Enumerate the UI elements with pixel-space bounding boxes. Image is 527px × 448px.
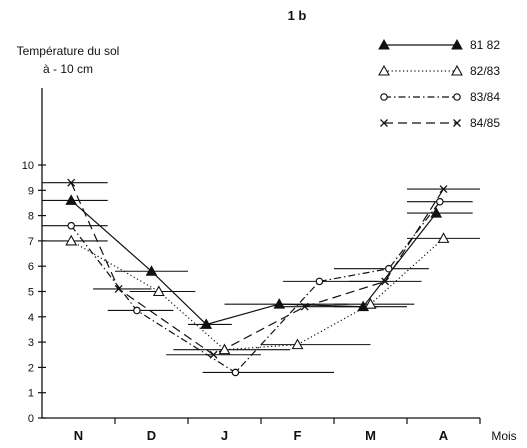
data-point-open-circle [315, 277, 324, 286]
legend-item: 83/84 [380, 90, 500, 104]
y-tick-label: 2 [28, 362, 34, 374]
y-axis-label-line-1: Température du sol [17, 44, 120, 58]
data-point-filled-triangle [430, 207, 443, 218]
series-markers [65, 178, 450, 377]
data-point-cross [453, 119, 461, 127]
data-point-cross [380, 119, 388, 127]
y-tick-label: 8 [28, 211, 34, 223]
data-point-cross [439, 185, 448, 193]
x-tick-label: N [74, 428, 83, 443]
y-tick-label: 9 [28, 185, 34, 197]
legend-label: 83/84 [470, 90, 500, 104]
data-point-open-triangle [218, 343, 231, 355]
y-tick-label: 0 [28, 413, 34, 425]
data-point-open-triangle [152, 285, 165, 297]
legend-item: 84/85 [380, 116, 500, 130]
data-point-cross-stroke [67, 178, 76, 187]
legend-label: 84/85 [470, 116, 500, 130]
data-point-filled-triangle [378, 38, 390, 50]
x-tick-label: M [365, 428, 376, 443]
y-tick-label: 4 [28, 312, 34, 324]
data-point-cross-stroke [381, 277, 390, 286]
legend-label: 82/83 [470, 64, 500, 78]
y-tick-label: 10 [22, 160, 34, 172]
data-point-open-circle [384, 264, 393, 273]
series-line [70, 182, 445, 356]
y-axis-label-line-2: à - 10 cm [43, 62, 93, 76]
x-tick-label: J [221, 428, 228, 443]
data-point-open-triangle [378, 64, 390, 76]
legend-item: 82/83 [378, 64, 500, 78]
data-point-cross-stroke [114, 285, 123, 293]
data-point-open-triangle [451, 64, 463, 76]
x-tick-label: F [294, 428, 302, 443]
data-point-open-triangle [364, 298, 377, 309]
data-point-cross-stroke [453, 119, 461, 127]
data-point-cross [300, 302, 309, 311]
data-point-open-circle [231, 368, 240, 377]
chart-title: 1 b [288, 8, 307, 23]
y-tick-label: 6 [28, 261, 34, 273]
data-point-filled-triangle [273, 298, 286, 309]
y-tick-label: 5 [28, 287, 34, 299]
data-point-cross-stroke [439, 185, 448, 193]
data-point-filled-triangle [200, 318, 213, 329]
data-point-filled-triangle [145, 265, 158, 276]
data-point-cross [114, 285, 123, 293]
x-tick-label: D [147, 428, 156, 443]
data-point-open-circle [453, 93, 461, 101]
legend: 81 82 82/83 83/84 84/85 [378, 38, 500, 130]
data-point-cross [381, 277, 390, 286]
legend-item: 81 82 [378, 38, 500, 52]
data-point-open-circle [436, 197, 444, 206]
data-point-filled-triangle [451, 38, 463, 50]
y-tick-label: 1 [28, 388, 34, 400]
data-point-open-triangle [437, 232, 450, 243]
y-tick-label: 3 [28, 337, 34, 349]
data-point-cross [209, 350, 218, 359]
x-axis-label: Mois [491, 429, 516, 443]
legend-label: 81 82 [470, 38, 500, 52]
series-line [70, 237, 444, 351]
data-point-open-circle [380, 93, 388, 101]
data-point-filled-triangle [65, 194, 78, 205]
data-point-cross [67, 178, 76, 187]
data-point-open-triangle [65, 234, 78, 246]
series-line [70, 199, 437, 326]
axes: 0 1 2 3 4 5 6 7 8 9 10 N D J F M A Mois [22, 88, 517, 443]
series-line [70, 201, 441, 374]
data-point-cross-stroke [380, 119, 388, 127]
data-point-cross-stroke [209, 350, 218, 359]
data-point-open-triangle [291, 338, 304, 350]
data-point-open-circle [133, 306, 141, 315]
series-lines [70, 182, 445, 374]
x-tick-label: A [439, 428, 449, 443]
y-tick-label: 7 [28, 236, 34, 248]
data-point-open-circle [67, 221, 76, 230]
data-point-cross-stroke [300, 302, 309, 311]
